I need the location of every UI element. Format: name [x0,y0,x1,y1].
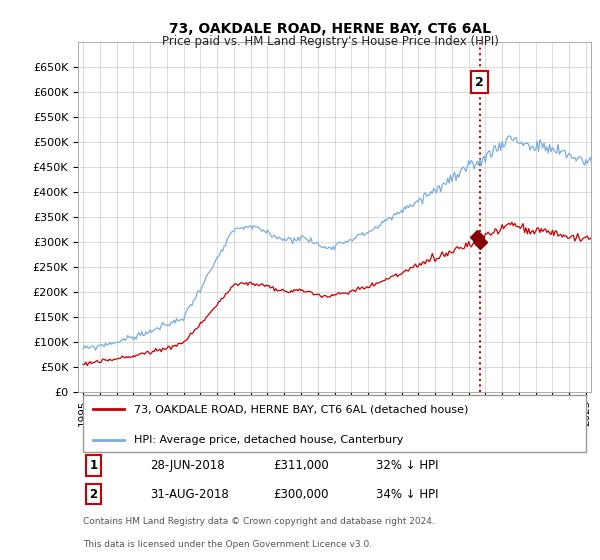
Text: 34% ↓ HPI: 34% ↓ HPI [376,488,438,501]
Text: 32% ↓ HPI: 32% ↓ HPI [376,459,438,472]
Text: £300,000: £300,000 [273,488,328,501]
Text: 73, OAKDALE ROAD, HERNE BAY, CT6 6AL (detached house): 73, OAKDALE ROAD, HERNE BAY, CT6 6AL (de… [134,404,469,414]
Text: £311,000: £311,000 [273,459,329,472]
Text: 2: 2 [89,488,97,501]
Text: 2: 2 [475,76,484,88]
Text: Price paid vs. HM Land Registry's House Price Index (HPI): Price paid vs. HM Land Registry's House … [161,35,499,48]
Text: 28-JUN-2018: 28-JUN-2018 [150,459,224,472]
Text: 73, OAKDALE ROAD, HERNE BAY, CT6 6AL: 73, OAKDALE ROAD, HERNE BAY, CT6 6AL [169,22,491,36]
Text: This data is licensed under the Open Government Licence v3.0.: This data is licensed under the Open Gov… [83,540,372,549]
Text: 1: 1 [89,459,97,472]
Text: HPI: Average price, detached house, Canterbury: HPI: Average price, detached house, Cant… [134,435,404,445]
FancyBboxPatch shape [83,395,586,452]
Text: 31-AUG-2018: 31-AUG-2018 [150,488,229,501]
Text: Contains HM Land Registry data © Crown copyright and database right 2024.: Contains HM Land Registry data © Crown c… [83,517,435,526]
